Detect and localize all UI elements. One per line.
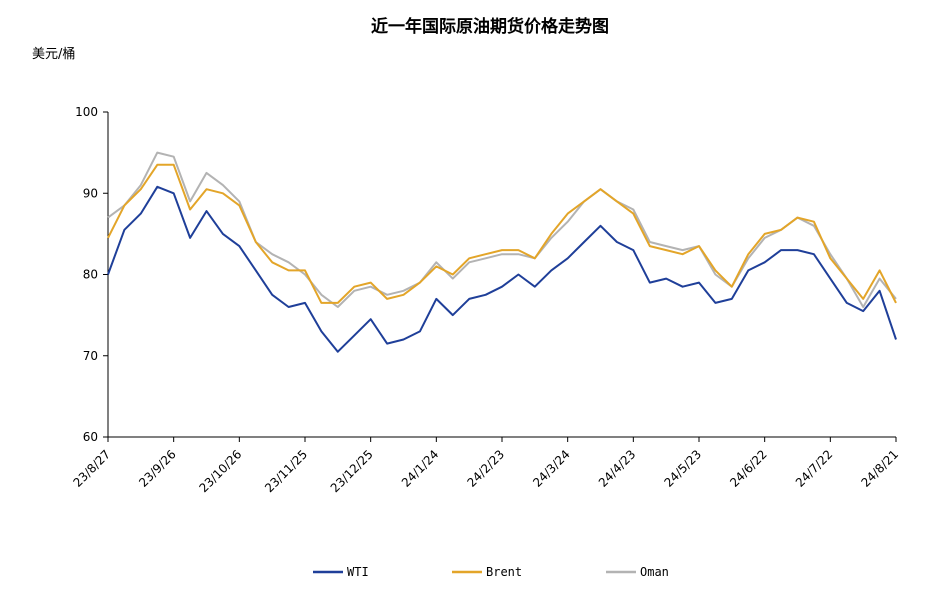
x-tick-label: 23/9/26: [136, 447, 179, 490]
x-tick-label: 24/6/22: [727, 447, 770, 490]
x-tick-label: 24/3/24: [530, 447, 573, 490]
legend-label-oman: Oman: [640, 565, 669, 579]
legend-label-wti: WTI: [347, 565, 369, 579]
series-lines: [107, 151, 897, 353]
chart-title: 近一年国际原油期货价格走势图: [371, 16, 609, 37]
series-line-brent: [107, 163, 897, 304]
x-tick-label: 24/7/22: [793, 447, 836, 490]
axes: [107, 112, 896, 438]
x-tick-label: 24/5/23: [662, 447, 705, 490]
y-tick-label: 100: [75, 105, 98, 119]
y-tick-label: 90: [83, 186, 98, 200]
x-tick-label: 24/4/23: [596, 447, 639, 490]
y-tick-label: 70: [83, 349, 98, 363]
x-tick-label: 24/1/24: [399, 447, 442, 490]
y-axis-unit: 美元/桶: [32, 47, 75, 62]
x-tick-label: 23/12/25: [328, 447, 376, 495]
x-tick-label: 24/8/21: [859, 447, 902, 490]
y-tick-label: 60: [83, 430, 98, 444]
x-tick-label: 23/10/26: [196, 447, 244, 495]
legend: WTI Brent Oman: [313, 565, 669, 579]
legend-label-brent: Brent: [486, 565, 522, 579]
x-tick-label: 23/8/27: [71, 447, 114, 490]
y-tick-label: 80: [83, 268, 98, 282]
series-line-oman: [107, 151, 897, 308]
y-axis: 60 70 80 90 100: [75, 105, 108, 444]
x-axis: 23/8/27 23/9/26 23/10/26 23/11/25 23/12/25 24…: [71, 437, 902, 495]
series-line-wti: [107, 185, 897, 353]
x-tick-label: 24/2/23: [465, 447, 508, 490]
x-tick-label: 23/11/25: [262, 447, 310, 495]
